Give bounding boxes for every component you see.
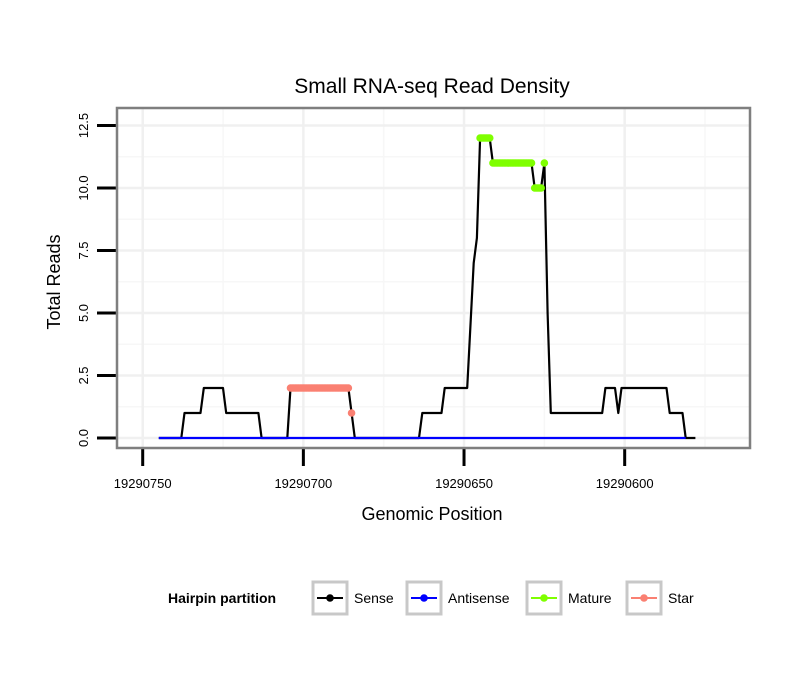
y-tick-label: 0.0 <box>76 429 91 447</box>
legend-item-sense: Sense <box>311 580 394 616</box>
legend-key-point <box>640 594 648 602</box>
mature-data-point <box>537 184 545 192</box>
mature-data-point <box>527 159 536 167</box>
star-data-point <box>344 384 353 392</box>
legend-key-point <box>326 594 334 602</box>
y-axis-title: Total Reads <box>44 234 64 329</box>
legend-key-point <box>420 594 428 602</box>
legend: Hairpin partition Sense Antisense Mature St… <box>168 580 694 616</box>
x-tick-label: 19290650 <box>435 476 493 491</box>
legend-item-mature: Mature <box>525 580 612 616</box>
mature-data-point <box>485 134 494 142</box>
x-tick-label: 19290700 <box>274 476 332 491</box>
legend-item-antisense: Antisense <box>405 580 510 616</box>
legend-title: Hairpin partition <box>168 590 276 606</box>
plot-area: 0.0 2.5 5.0 7.5 10.0 12.5 19290750 19290700 1929… <box>76 106 752 491</box>
y-tick-label: 2.5 <box>76 366 91 384</box>
plot-border <box>115 106 752 450</box>
y-tick-label: 7.5 <box>76 241 91 259</box>
x-axis-title: Genomic Position <box>361 504 502 524</box>
legend-label-antisense: Antisense <box>448 590 510 606</box>
y-tick-label: 10.0 <box>76 175 91 200</box>
sense-series-line <box>158 136 696 440</box>
mature-data-point <box>540 159 549 167</box>
x-tick-label: 19290600 <box>596 476 654 491</box>
y-tick-label: 5.0 <box>76 304 91 322</box>
plot-panel <box>117 108 750 448</box>
legend-label-star: Star <box>668 590 694 606</box>
legend-key-point <box>540 594 548 602</box>
y-tick-label: 12.5 <box>76 113 91 138</box>
legend-label-sense: Sense <box>354 590 394 606</box>
star-data-point <box>347 409 356 417</box>
x-tick-label: 19290750 <box>114 476 172 491</box>
legend-item-star: Star <box>625 580 694 616</box>
chart-title: Small RNA-seq Read Density <box>294 75 570 98</box>
legend-label-mature: Mature <box>568 590 612 606</box>
